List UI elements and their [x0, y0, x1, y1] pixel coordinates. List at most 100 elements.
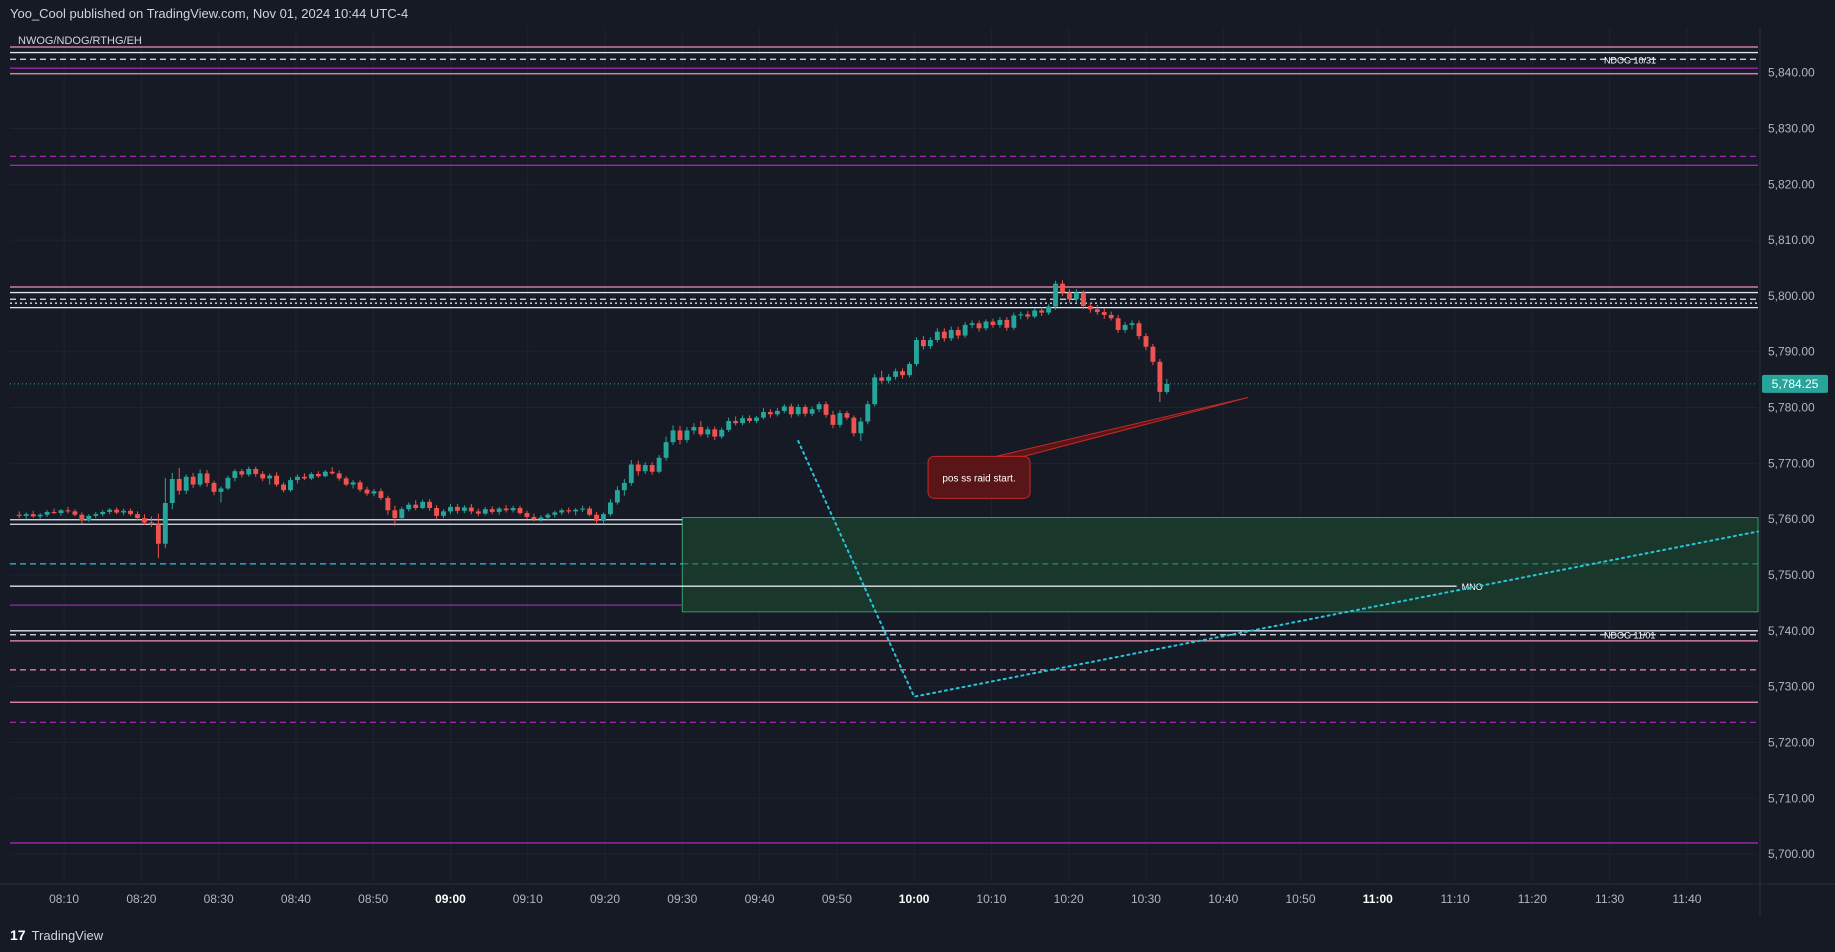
candle: [413, 500, 419, 511]
time-tick-label: 10:50: [1286, 892, 1316, 906]
candle: [927, 337, 933, 349]
candle: [114, 507, 120, 515]
candle: [406, 502, 412, 512]
candle-body: [448, 506, 453, 512]
candle-body: [1032, 310, 1038, 317]
candle-body: [608, 502, 613, 515]
mno-label: MNO: [1462, 582, 1483, 592]
candle-body: [350, 482, 356, 485]
candle: [663, 436, 669, 461]
tradingview-logo-icon[interactable]: 17: [10, 927, 26, 943]
time-tick-label: 08:30: [204, 892, 234, 906]
candle: [691, 423, 697, 435]
candle: [1011, 312, 1017, 330]
candle: [281, 482, 286, 493]
candle-body: [865, 404, 871, 422]
price-tick-label: 5,760.00: [1768, 512, 1815, 526]
price-tick-label: 5,720.00: [1768, 735, 1815, 749]
candle: [538, 515, 544, 522]
candle-body: [142, 518, 147, 523]
candle-body: [844, 413, 850, 418]
candle-body: [1136, 323, 1142, 337]
candle: [1122, 322, 1128, 333]
candle: [670, 425, 676, 445]
candle-body: [176, 479, 182, 491]
candle-body: [830, 414, 836, 425]
candle: [809, 406, 815, 416]
candle-body: [1004, 319, 1010, 328]
candle: [559, 508, 565, 515]
candle: [496, 506, 502, 515]
price-tick-label: 5,780.00: [1768, 401, 1815, 415]
candle-body: [295, 476, 300, 481]
candle-body: [656, 457, 662, 472]
candle: [37, 513, 43, 520]
candle: [343, 476, 349, 487]
candle: [816, 401, 822, 413]
candle-body: [267, 475, 273, 479]
time-tick-label: 09:30: [667, 892, 697, 906]
candle: [1115, 314, 1121, 333]
candle: [503, 505, 509, 513]
candle-body: [239, 471, 245, 475]
tradingview-logo-text[interactable]: TradingView: [31, 927, 104, 943]
candle: [1136, 320, 1142, 340]
candle-body: [51, 511, 57, 514]
candle: [747, 415, 752, 424]
candle: [545, 513, 551, 521]
time-tick-label: 08:20: [126, 892, 156, 906]
candle-body: [378, 491, 384, 498]
candle: [837, 410, 843, 428]
candle-body: [941, 331, 947, 339]
candle: [712, 426, 718, 440]
candle: [169, 472, 175, 510]
candle: [920, 336, 926, 350]
candle: [1157, 358, 1163, 402]
candle-body: [614, 490, 620, 503]
candle: [399, 506, 405, 520]
candle-body: [232, 471, 238, 478]
candle-body: [489, 509, 495, 512]
candle: [983, 319, 989, 331]
candle: [594, 511, 599, 524]
last-price-badge: [1762, 374, 1828, 393]
candle: [1094, 304, 1100, 315]
candle-body: [914, 340, 919, 365]
candle-body: [948, 329, 954, 339]
candle-body: [997, 319, 1003, 325]
price-tick-label: 5,730.00: [1768, 680, 1815, 694]
time-tick-label: 10:00: [899, 892, 930, 906]
candle: [246, 466, 252, 477]
candle-body: [281, 484, 286, 491]
candle-body: [336, 473, 342, 479]
candle: [142, 514, 147, 525]
candle: [1032, 308, 1038, 319]
candle-body: [308, 473, 314, 479]
candle: [1073, 289, 1079, 303]
candle: [719, 427, 725, 439]
candle-body: [1067, 292, 1072, 300]
candle: [72, 509, 78, 517]
price-tick-label: 5,800.00: [1768, 289, 1815, 303]
candle-body: [162, 503, 168, 544]
candle: [1067, 289, 1072, 303]
candle-body: [907, 364, 912, 376]
candle-body: [517, 508, 523, 514]
candle-body: [774, 410, 780, 415]
candle-body: [135, 514, 140, 519]
candle: [288, 477, 293, 492]
candle-body: [72, 511, 78, 515]
candle-body: [225, 477, 231, 489]
candle-body: [531, 516, 537, 520]
candle-body: [594, 514, 599, 521]
candle-body: [1129, 323, 1135, 325]
time-tick-label: 09:20: [590, 892, 620, 906]
candle: [107, 508, 113, 515]
candle: [510, 505, 516, 513]
time-tick-label: 09:40: [745, 892, 775, 906]
candle: [225, 475, 231, 491]
annotation-text: pos ss raid start.: [942, 473, 1015, 484]
price-tick-label: 5,830.00: [1768, 121, 1815, 135]
candle: [1164, 379, 1170, 395]
